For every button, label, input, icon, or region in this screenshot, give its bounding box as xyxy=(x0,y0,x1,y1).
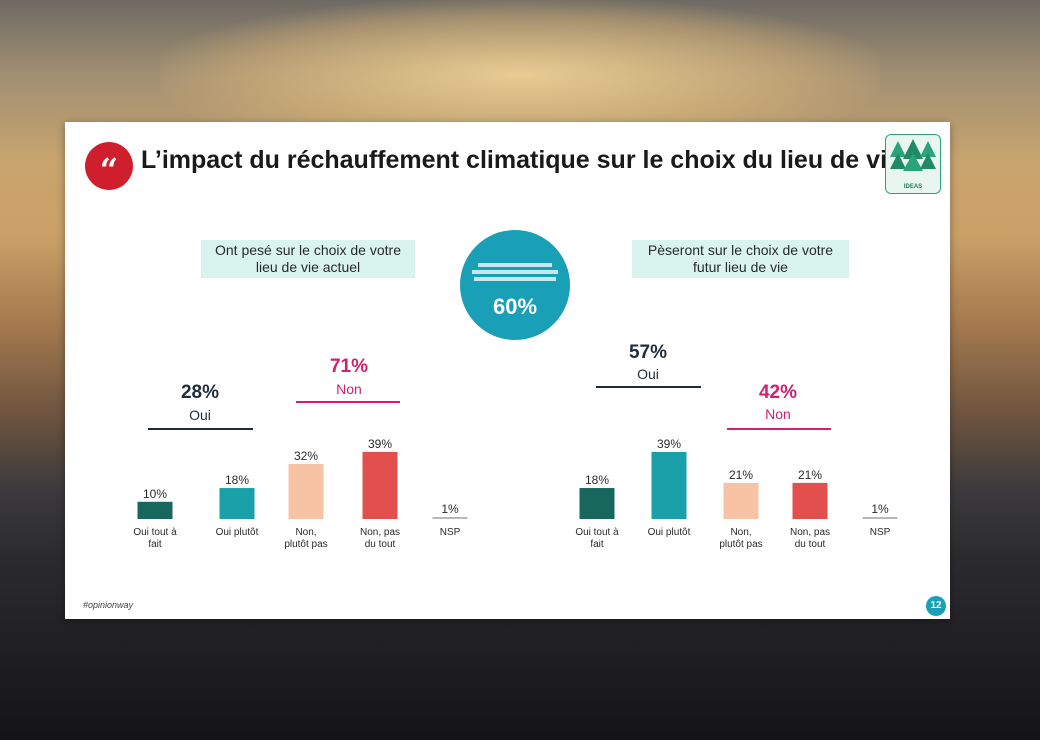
bar-charts: 28% Oui 71% Non 57% Oui 42% Non 10% Oui t… xyxy=(133,342,898,550)
bar-value-label: 39% xyxy=(657,437,681,451)
bar-futur-1 xyxy=(651,451,687,519)
bar-value-label: 10% xyxy=(143,487,167,501)
right-panel-heading: Pèseront sur le choix de votre futur lie… xyxy=(632,240,849,278)
right-oui-label: Oui xyxy=(637,366,659,382)
highlight-text-lines xyxy=(470,260,560,284)
right-non-label: Non xyxy=(765,406,791,422)
left-oui-label: Oui xyxy=(189,407,211,423)
category-label: NSP xyxy=(440,527,461,538)
category-label: Oui plutôt xyxy=(648,527,691,538)
brand-logo-text: IDEAS xyxy=(903,184,923,190)
category-label: fait xyxy=(590,539,604,550)
category-label: Oui tout à xyxy=(133,527,177,538)
bar-value-label: 1% xyxy=(441,502,459,516)
category-label: Oui plutôt xyxy=(216,527,259,538)
left-non-label: Non xyxy=(336,381,362,397)
category-label: Non, pas xyxy=(790,527,830,538)
bar-value-label: 32% xyxy=(294,449,318,463)
category-label: Non, xyxy=(295,527,316,538)
bar-value-label: 1% xyxy=(871,502,889,516)
category-label: Non, pas xyxy=(360,527,400,538)
bar-actuel-1 xyxy=(219,488,255,519)
quote-icon: “ xyxy=(85,142,133,190)
category-label: plutôt pas xyxy=(284,539,327,550)
bar-futur-0 xyxy=(579,488,615,519)
bar-futur-3 xyxy=(792,482,828,519)
category-label: du tout xyxy=(365,539,396,550)
bar-actuel-2 xyxy=(288,463,324,519)
right-oui-total: 57% xyxy=(629,342,667,363)
left-non-total: 71% xyxy=(330,356,368,377)
right-non-total: 42% xyxy=(759,382,797,403)
bar-value-label: 18% xyxy=(225,473,249,487)
category-label: Oui tout à xyxy=(575,527,619,538)
left-panel-heading: Ont pesé sur le choix de votre lieu de v… xyxy=(201,240,415,278)
page-number: 12 xyxy=(926,596,946,616)
category-label: plutôt pas xyxy=(719,539,762,550)
category-label: Non, xyxy=(730,527,751,538)
highlight-value: 60% xyxy=(492,294,538,319)
footer-brand: #opinionway xyxy=(83,600,134,610)
bar-actuel-3 xyxy=(362,451,398,519)
bar-actuel-0 xyxy=(137,501,173,519)
bar-value-label: 21% xyxy=(729,468,753,482)
highlight-circle: 60% xyxy=(460,230,570,340)
bar-value-label: 39% xyxy=(368,437,392,451)
page-title: L’impact du réchauffement climatique sur… xyxy=(141,146,901,174)
bar-value-label: 21% xyxy=(798,468,822,482)
brand-logo: IDEAS xyxy=(885,134,941,194)
category-label: fait xyxy=(148,539,162,550)
bar-futur-4 xyxy=(862,517,898,519)
bar-futur-2 xyxy=(723,482,759,519)
trees-icon xyxy=(890,139,936,171)
bar-value-label: 18% xyxy=(585,473,609,487)
category-label: NSP xyxy=(870,527,891,538)
left-oui-total: 28% xyxy=(181,382,219,403)
bar-actuel-4 xyxy=(432,517,468,519)
slide: “ L’impact du réchauffement climatique s… xyxy=(65,122,950,619)
category-label: du tout xyxy=(795,539,826,550)
